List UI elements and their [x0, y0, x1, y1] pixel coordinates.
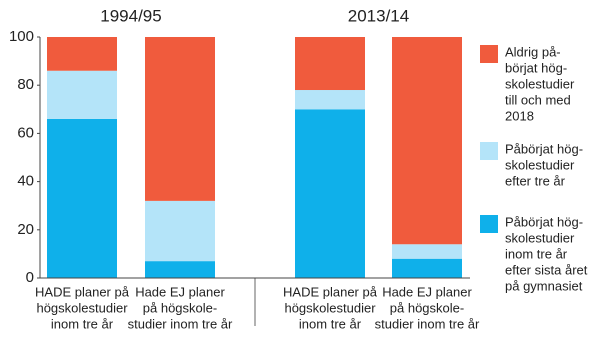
bar-segment — [392, 37, 462, 245]
x-tick-label: inom tre år — [299, 316, 362, 331]
legend-label: skolestudier — [505, 230, 575, 245]
bar-segment — [47, 118, 117, 278]
x-tick-label: på högskole- — [143, 300, 217, 315]
legend-label: efter tre år — [505, 173, 566, 188]
legend-label: Påbörjat hög- — [505, 141, 583, 156]
group-title: 1994/95 — [100, 6, 161, 25]
bar-segment — [47, 37, 117, 71]
y-tick-label: 80 — [17, 76, 34, 93]
x-tick-label: HADE planer på — [35, 284, 130, 299]
bar-segment — [145, 200, 215, 262]
legend-swatch — [480, 142, 498, 160]
bar-segment — [295, 90, 365, 110]
legend-label: Aldrig på- — [505, 44, 561, 59]
x-tick-label: högskolestudier — [284, 300, 376, 315]
x-tick-label: studier inom tre år — [375, 316, 480, 331]
x-tick-label: Hade EJ planer — [135, 284, 225, 299]
legend-label: efter sista året — [505, 262, 588, 277]
x-tick-label: studier inom tre år — [128, 316, 233, 331]
bar-segment — [145, 37, 215, 201]
bar-segment — [295, 109, 365, 278]
x-tick-label: inom tre år — [51, 316, 114, 331]
legend-label: skolestudier — [505, 157, 575, 172]
legend-label: skolestudier — [505, 76, 575, 91]
y-tick-label: 100 — [9, 28, 34, 45]
y-tick-label: 60 — [17, 124, 34, 141]
legend-label: på gymnasiet — [505, 278, 583, 293]
legend-swatch — [480, 215, 498, 233]
group-title: 2013/14 — [348, 6, 409, 25]
y-tick-label: 0 — [26, 269, 34, 286]
y-tick-label: 20 — [17, 221, 34, 238]
bar-segment — [145, 261, 215, 278]
bar-segment — [295, 37, 365, 91]
bar-segment — [392, 244, 462, 259]
bar-segment — [392, 258, 462, 278]
y-tick-label: 40 — [17, 173, 34, 190]
bar-segment — [47, 70, 117, 119]
x-tick-label: på högskole- — [390, 300, 464, 315]
legend-label: inom tre år — [505, 246, 568, 261]
legend-label: till och med — [505, 92, 571, 107]
legend-label: börjat hög- — [505, 60, 567, 75]
legend-swatch — [480, 45, 498, 63]
legend-label: Påbörjat hög- — [505, 214, 583, 229]
x-tick-label: högskolestudier — [36, 300, 128, 315]
x-tick-label: Hade EJ planer — [382, 284, 472, 299]
x-tick-label: HADE planer på — [283, 284, 378, 299]
legend-label: 2018 — [505, 108, 534, 123]
